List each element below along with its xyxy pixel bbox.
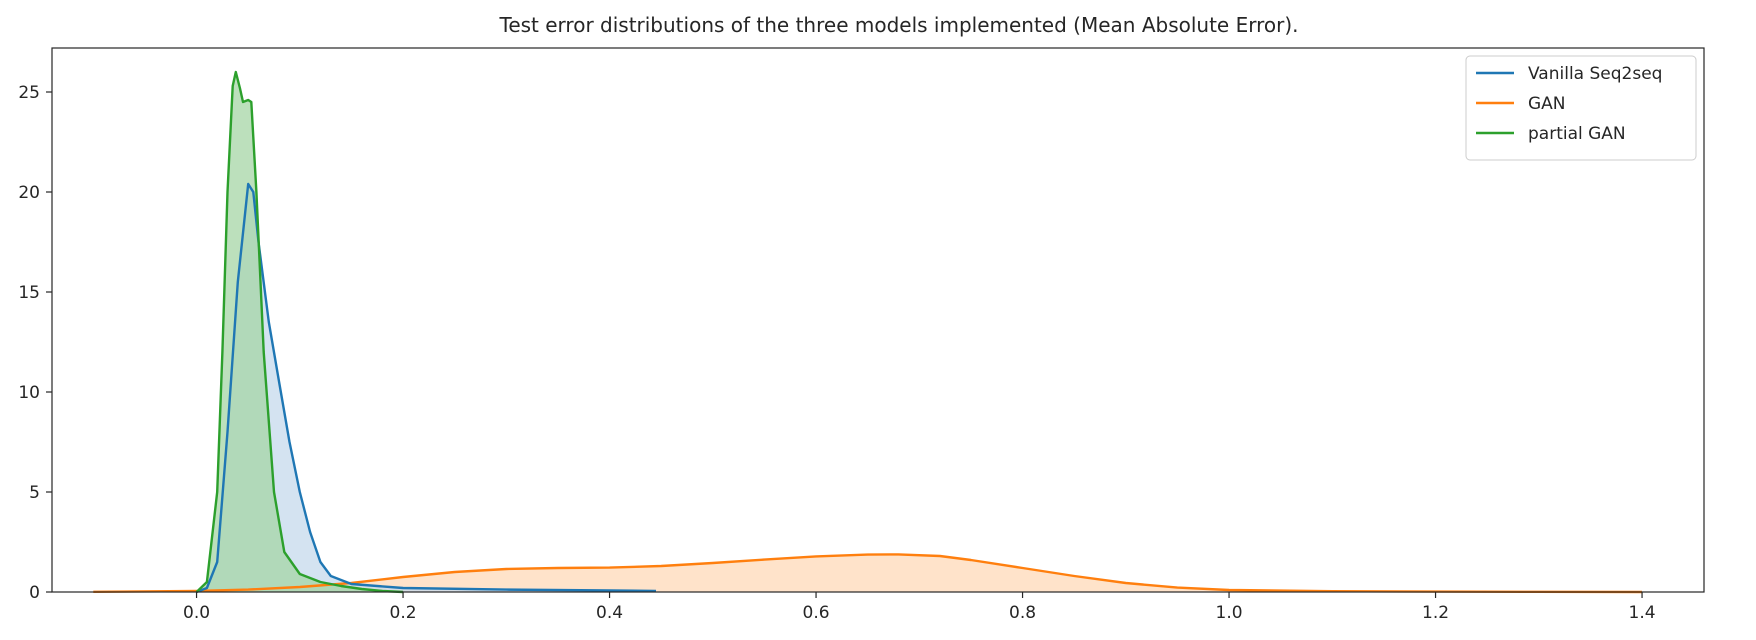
chart-title: Test error distributions of the three mo… bbox=[499, 13, 1299, 37]
x-tick-label: 1.0 bbox=[1216, 603, 1243, 623]
plot-frame bbox=[51, 47, 1705, 593]
y-tick-label: 5 bbox=[29, 483, 40, 503]
y-tick-label: 0 bbox=[29, 583, 40, 603]
area-gan bbox=[93, 554, 1642, 592]
x-axis: 0.0 0.2 0.4 0.6 0.8 1.0 1.2 1.4 bbox=[183, 592, 1656, 623]
y-tick-label: 25 bbox=[18, 83, 40, 103]
y-axis: 0 5 10 15 20 25 bbox=[18, 83, 52, 603]
x-tick-label: 1.4 bbox=[1629, 603, 1656, 623]
x-tick-label: 0.2 bbox=[390, 603, 417, 623]
legend-label: GAN bbox=[1528, 94, 1566, 114]
line-vanilla-seq2seq bbox=[196, 182, 657, 594]
y-tick-label: 20 bbox=[18, 183, 40, 203]
y-tick-label: 10 bbox=[18, 383, 40, 403]
x-tick-label: 0.0 bbox=[183, 603, 210, 623]
density-lines bbox=[93, 70, 1643, 594]
legend-label: Vanilla Seq2seq bbox=[1528, 64, 1662, 84]
line-gan bbox=[93, 553, 1643, 594]
y-tick-label: 15 bbox=[18, 283, 40, 303]
legend-box bbox=[1465, 55, 1697, 161]
x-tick-label: 0.8 bbox=[1009, 603, 1036, 623]
x-tick-label: 0.4 bbox=[596, 603, 623, 623]
density-areas bbox=[93, 72, 1642, 592]
legend-label: partial GAN bbox=[1528, 124, 1626, 144]
legend: Vanilla Seq2seq GAN partial GAN bbox=[1465, 55, 1697, 161]
line-partial-gan bbox=[195, 70, 404, 594]
x-tick-label: 0.6 bbox=[803, 603, 830, 623]
x-tick-label: 1.2 bbox=[1422, 603, 1449, 623]
area-partial-gan bbox=[196, 72, 404, 592]
